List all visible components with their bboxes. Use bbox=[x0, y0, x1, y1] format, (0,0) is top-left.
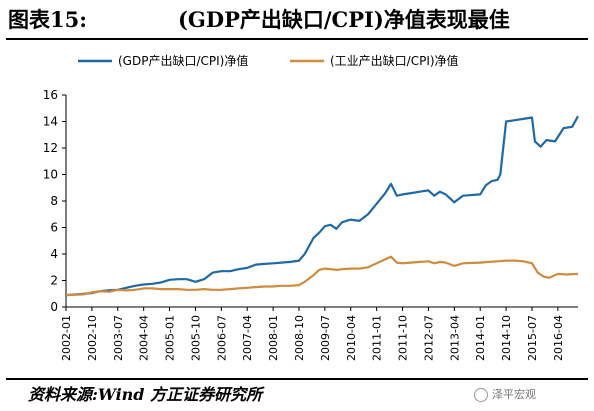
x-tick-label: 2005-10 bbox=[189, 315, 202, 361]
y-tick-label: 6 bbox=[50, 221, 58, 235]
figure-title-text: (GDP产出缺口/CPI)净值表现最佳 bbox=[178, 7, 510, 32]
x-tick-label: 2002-01 bbox=[60, 315, 73, 361]
x-tick-label: 2011-01 bbox=[371, 315, 384, 361]
series-line-1 bbox=[65, 115, 579, 297]
y-tick-label: 2 bbox=[50, 274, 58, 288]
y-tick-label: 12 bbox=[43, 141, 58, 155]
y-tick-label: 10 bbox=[43, 168, 58, 182]
x-tick-label: 2014-10 bbox=[500, 315, 513, 361]
y-tick-label: 16 bbox=[43, 88, 58, 102]
figure-number: 图表15: bbox=[8, 7, 87, 32]
legend-label-2: (工业产出缺口/CPI)净值 bbox=[330, 53, 459, 68]
y-tick-label: 0 bbox=[50, 300, 58, 314]
watermark: 泽平宏观 bbox=[474, 384, 536, 406]
x-tick-label: 2004-04 bbox=[138, 315, 151, 361]
legend-label-1: (GDP产出缺口/CPI)净值 bbox=[118, 53, 248, 68]
x-tick-label: 2008-10 bbox=[293, 315, 306, 361]
x-tick-label: 2013-04 bbox=[448, 315, 461, 361]
y-tick-label: 14 bbox=[43, 115, 58, 129]
bottom-divider bbox=[6, 378, 588, 380]
x-tick-label: 2007-04 bbox=[241, 315, 254, 361]
source-note: 资料来源:Wind 方正证券研究所 bbox=[28, 385, 263, 404]
wechat-icon bbox=[474, 388, 488, 402]
x-tick-label: 2016-04 bbox=[552, 315, 565, 361]
line-chart: 0 2 4 6 8 10 12 14 16 2002-01 2002-10 2003-07 2004-0… bbox=[43, 53, 579, 361]
x-tick-label: 2003-07 bbox=[112, 315, 125, 361]
x-tick-label: 2010-04 bbox=[345, 315, 358, 361]
y-tick-label: 8 bbox=[50, 194, 58, 208]
x-tick-label: 2011-10 bbox=[397, 315, 410, 361]
x-tick-label: 2015-07 bbox=[526, 315, 539, 361]
x-tick-label: 2006-07 bbox=[215, 315, 228, 361]
figure-title: 图表15: (GDP产出缺口/CPI)净值表现最佳 bbox=[8, 4, 588, 36]
x-tick-label: 2014-01 bbox=[474, 315, 487, 361]
x-tick-label: 2008-01 bbox=[267, 315, 280, 361]
x-tick-label: 2009-07 bbox=[319, 315, 332, 361]
top-divider bbox=[6, 38, 588, 40]
x-tick-label: 2012-07 bbox=[422, 315, 435, 361]
series-line-2 bbox=[65, 255, 579, 297]
y-tick-label: 4 bbox=[50, 247, 58, 261]
x-tick-label: 2002-10 bbox=[86, 315, 99, 361]
x-tick-label: 2005-01 bbox=[164, 315, 177, 361]
watermark-text: 泽平宏观 bbox=[492, 388, 536, 401]
